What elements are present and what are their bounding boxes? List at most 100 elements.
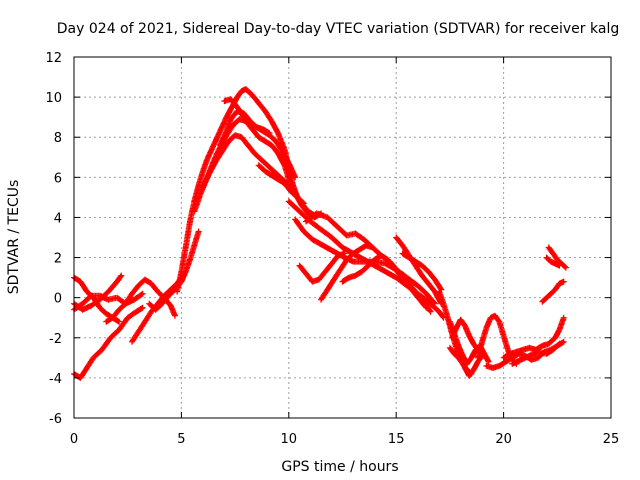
series-track-31 [545,244,569,271]
data-point [462,363,464,365]
data-point [348,276,350,279]
series-track-18 [296,250,348,285]
data-point [440,288,443,291]
data-point [262,130,264,132]
data-point [427,300,430,303]
data-point [118,320,120,323]
data-point [522,349,524,351]
data-point [193,210,196,213]
series-track-28 [500,314,567,361]
data-point [485,357,488,359]
data-point [221,150,223,153]
data-point [116,280,118,283]
data-point [105,312,107,315]
data-point [455,327,458,329]
data-point [230,118,232,120]
data-point [346,258,348,261]
data-point [507,349,509,351]
data-point [414,264,417,267]
series-track-21 [399,250,445,293]
data-point [541,300,544,303]
series-track-25 [446,344,475,377]
data-point [167,294,170,297]
data-point [367,264,370,267]
data-point [131,341,133,343]
data-point [326,288,329,291]
data-point [230,98,232,100]
data-point [298,210,301,213]
data-point [331,236,333,239]
data-point [199,192,202,195]
data-point [137,331,140,333]
data-point [552,252,554,255]
data-point [215,160,217,163]
data-point [227,140,230,142]
data-point [318,278,320,281]
data-point [294,176,297,179]
data-point [107,290,110,293]
data-point [408,256,410,259]
data-point [322,244,325,247]
data-point [193,200,196,203]
data-point [545,353,548,355]
data-point [468,335,471,337]
data-point [260,158,262,161]
y-axis-label: SDTVAR / TECUs [6,180,22,295]
data-point [449,347,451,349]
x-axis-label: GPS time / hours [281,459,398,475]
data-point [150,282,153,285]
data-point [346,234,348,237]
data-point [219,130,221,132]
data-point [399,274,402,277]
data-point [509,353,511,355]
data-point [141,292,144,295]
data-point [395,236,398,239]
data-point [504,361,507,363]
data-point [298,264,301,267]
data-point [550,260,552,263]
data-point [238,118,241,120]
y-tick-label: 0 [54,292,62,307]
data-point [275,140,277,142]
data-point [154,308,157,311]
data-point [86,367,88,369]
data-point [554,288,556,291]
data-point [470,373,473,375]
data-point [337,226,340,229]
data-point [481,341,483,343]
data-point [264,170,267,173]
data-point [288,178,290,181]
data-point [240,136,243,138]
data-point [161,302,163,305]
y-tick-label: 2 [54,252,62,267]
data-point [219,144,221,146]
data-point [266,164,269,167]
data-point [562,341,565,343]
data-point [438,290,441,293]
data-point [283,182,286,185]
data-point [434,278,436,281]
data-point [462,355,464,357]
data-point [99,298,101,301]
data-point [554,337,556,339]
data-point [562,316,565,319]
data-point [547,294,550,297]
data-point [107,298,110,301]
data-point [547,343,550,345]
data-point [412,290,415,293]
data-point [189,220,191,223]
data-point [365,244,367,247]
data-point [421,274,423,277]
data-point [253,152,256,155]
data-point [466,369,468,371]
data-point [472,343,475,345]
data-point [150,310,153,313]
data-point [341,246,344,249]
data-point [361,270,363,273]
data-point [558,282,561,285]
data-point [442,316,445,319]
y-tick-label: 4 [54,211,62,226]
data-point [331,262,333,265]
data-point [247,144,249,146]
x-tick-labels: 0 5 10 15 20 25 [70,432,619,447]
